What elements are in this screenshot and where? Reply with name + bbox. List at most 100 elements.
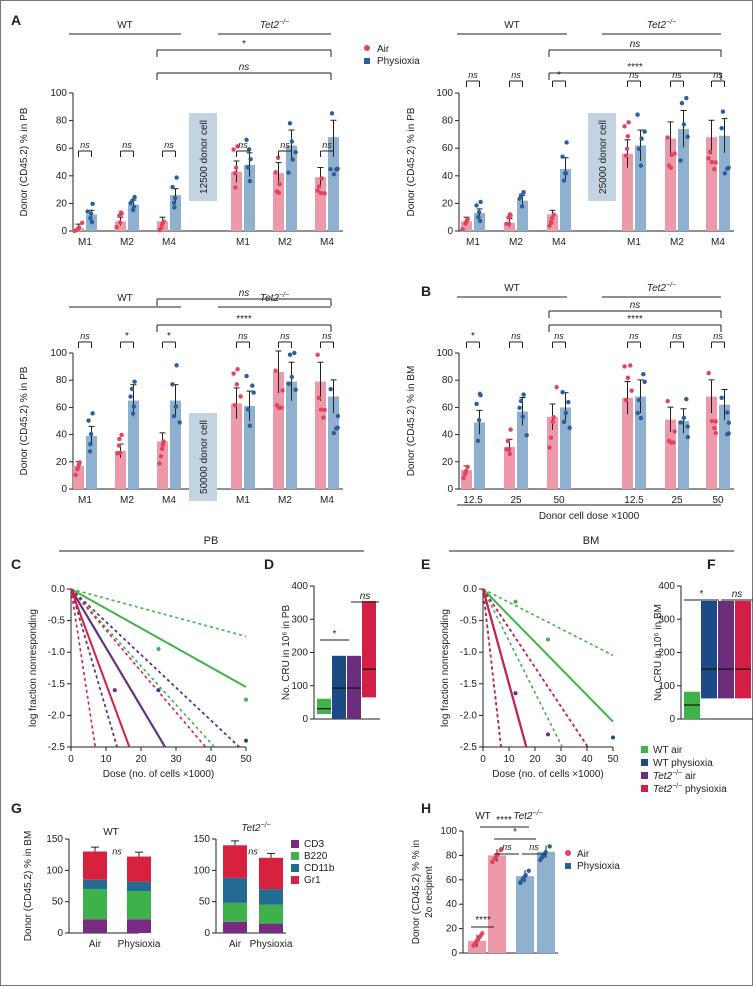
data-point-air bbox=[551, 212, 556, 217]
y-axis-label-2: 2o recipient bbox=[424, 866, 435, 918]
data-point-phys bbox=[517, 405, 522, 411]
data-point bbox=[538, 857, 543, 863]
legend-air-dot bbox=[565, 850, 571, 856]
y-tick-label: 0 bbox=[204, 928, 210, 939]
data-point bbox=[156, 688, 161, 693]
data-point-air bbox=[117, 220, 123, 225]
y-tick-label: -2.0 bbox=[48, 710, 66, 721]
data-point-phys bbox=[636, 146, 642, 151]
data-point-air bbox=[629, 388, 634, 393]
y-tick-label: 100 bbox=[436, 348, 453, 359]
bar-air bbox=[73, 465, 84, 489]
y-tick-label: 300 bbox=[658, 614, 675, 625]
x-tick-label: 50 bbox=[553, 495, 565, 506]
data-point-phys bbox=[334, 426, 339, 431]
cru-bar bbox=[718, 600, 734, 699]
subplot-title: WT bbox=[103, 827, 119, 838]
data-point-phys bbox=[170, 184, 175, 190]
data-point-air bbox=[273, 170, 278, 175]
ci-line bbox=[482, 588, 563, 748]
fit-line bbox=[70, 588, 247, 688]
x-tick-label: M4 bbox=[162, 237, 176, 248]
data-point-phys bbox=[132, 379, 137, 384]
data-point-phys bbox=[478, 199, 483, 205]
x-tick-label: M4 bbox=[320, 495, 334, 506]
data-point-air bbox=[707, 149, 713, 154]
data-point-air bbox=[625, 375, 631, 381]
data-point-air bbox=[712, 425, 717, 431]
data-point-air bbox=[507, 451, 513, 457]
data-point-phys bbox=[85, 209, 90, 214]
data-point-air bbox=[77, 460, 82, 465]
data-point-phys bbox=[177, 420, 182, 425]
x-tick-label: M2 bbox=[120, 237, 134, 248]
y-tick-label: 100 bbox=[193, 865, 210, 876]
data-point-phys bbox=[286, 381, 291, 386]
fit-line bbox=[70, 588, 166, 748]
sig-label: ns bbox=[280, 331, 290, 341]
data-point-phys bbox=[131, 404, 137, 409]
x-tick-label: M2 bbox=[278, 237, 292, 248]
legend-swatch bbox=[291, 840, 299, 848]
x-tick-label: M1 bbox=[627, 237, 641, 248]
data-point-air bbox=[159, 446, 165, 452]
data-point-air bbox=[554, 384, 559, 390]
data-point-air bbox=[547, 445, 552, 450]
sig-label: ns bbox=[164, 140, 174, 150]
sig-label: ns bbox=[360, 591, 371, 602]
data-point bbox=[611, 735, 615, 740]
y-tick-label: 20 bbox=[442, 198, 454, 209]
bar-phys bbox=[635, 396, 646, 489]
data-point-phys bbox=[289, 374, 295, 380]
data-point-phys bbox=[477, 391, 483, 397]
y-tick-label: 50 bbox=[199, 897, 211, 908]
legend-label: Tet2−/− physioxia bbox=[653, 783, 727, 795]
data-point-air bbox=[547, 223, 552, 228]
data-point-air bbox=[116, 443, 122, 448]
ci-line bbox=[70, 588, 118, 748]
panel-label-A: A bbox=[11, 12, 21, 28]
data-point-phys bbox=[563, 410, 569, 416]
data-point-phys bbox=[641, 371, 646, 377]
legend-phys-swatch bbox=[364, 58, 370, 64]
data-point-phys bbox=[681, 415, 687, 421]
y-tick-label: 150 bbox=[193, 834, 210, 845]
sig-label: * bbox=[513, 827, 517, 838]
group-label-wt: WT bbox=[504, 283, 520, 294]
data-point-phys bbox=[567, 425, 572, 430]
data-point-air bbox=[75, 226, 81, 232]
data-point bbox=[244, 738, 248, 743]
group-label-tet2: Tet2−/− bbox=[647, 19, 676, 31]
x-tick-label: 25 bbox=[671, 495, 683, 506]
data-point-phys bbox=[244, 373, 249, 379]
data-point-air bbox=[626, 120, 631, 125]
stack-Gr1 bbox=[83, 851, 107, 880]
data-point-phys bbox=[250, 383, 255, 388]
y-axis-label: log fraction nonresponding bbox=[440, 609, 451, 727]
data-point-air bbox=[119, 211, 124, 216]
donor-cell-box bbox=[588, 113, 616, 201]
x-tick-label: M1 bbox=[466, 237, 480, 248]
data-point-phys bbox=[246, 147, 252, 152]
sig-label: ns bbox=[672, 331, 682, 341]
stack-CD3 bbox=[83, 919, 107, 933]
legend-label: CD3 bbox=[304, 839, 324, 850]
stack-B220 bbox=[83, 889, 107, 920]
y-tick-label: 0 bbox=[447, 484, 453, 495]
legend-label: B220 bbox=[304, 851, 328, 862]
data-point-phys bbox=[251, 390, 256, 395]
sig-label: ns bbox=[80, 140, 90, 150]
y-axis-label: Donor (CD45.2) % in BM bbox=[406, 366, 417, 477]
y-tick-label: 100 bbox=[440, 826, 457, 837]
ci-line bbox=[482, 588, 589, 748]
cru-bar bbox=[317, 698, 331, 715]
data-point-phys bbox=[521, 392, 526, 397]
data-point-phys bbox=[247, 423, 253, 428]
y-tick-label: 80 bbox=[56, 375, 68, 386]
cmp-sig-label: **** bbox=[627, 62, 643, 73]
data-point-air bbox=[321, 415, 326, 420]
x-tick-label: 40 bbox=[205, 754, 217, 765]
y-tick-label: -2.0 bbox=[460, 710, 478, 721]
data-point-phys bbox=[560, 390, 565, 395]
stack-Gr1 bbox=[127, 856, 151, 882]
